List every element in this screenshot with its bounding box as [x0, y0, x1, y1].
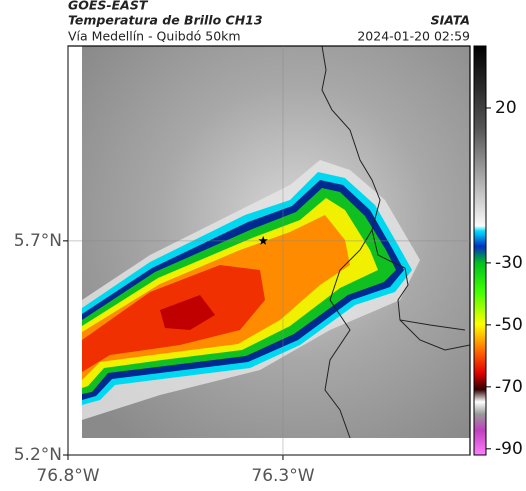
colorbar-label: -90	[495, 439, 523, 459]
datetime: 2024-01-20 02:59	[357, 29, 470, 44]
y-tick-label: 5.2°N	[14, 445, 62, 465]
x-tick-label: 76.3°W	[251, 466, 314, 486]
colorbar-label: -50	[495, 315, 523, 335]
title: Temperatura de Brillo CH13	[68, 13, 263, 28]
colorbar-label: -30	[495, 253, 523, 273]
org: SIATA	[431, 13, 470, 28]
x-tick-label: 76.8°W	[36, 466, 99, 486]
subtitle: Vía Medellín - Quibdó 50km	[68, 29, 241, 44]
colorbar	[473, 45, 487, 456]
imagery	[82, 46, 470, 438]
colorbar-label: 20	[495, 98, 517, 118]
colorbar-label: -70	[495, 377, 523, 397]
source: GOES-EAST	[68, 0, 149, 13]
y-tick-label: 5.7°N	[14, 231, 62, 251]
location-marker	[258, 235, 268, 245]
